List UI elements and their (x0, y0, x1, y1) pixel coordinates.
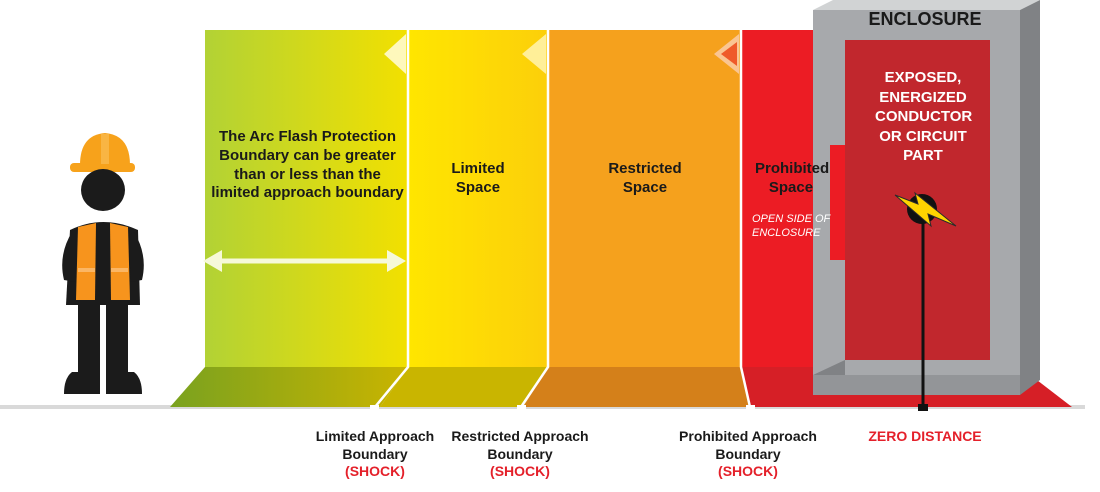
flag-prohibited-inner (721, 42, 737, 66)
boundary-name: Restricted Approach (451, 428, 589, 444)
boundary-word: Boundary (487, 445, 553, 462)
shock-label: (SHOCK) (490, 463, 550, 479)
shock-label: (SHOCK) (345, 463, 405, 479)
shock-label: (SHOCK) (718, 463, 778, 479)
flag-limited (384, 34, 406, 74)
conductor-symbol (894, 191, 957, 411)
floor-orange (523, 367, 750, 407)
prohibited-space-label: Prohibited Space (755, 160, 830, 196)
boundary-word: Boundary (715, 445, 781, 462)
conductor-label: EXPOSED, ENERGIZED CONDUCTOR OR CIRCUIT … (875, 69, 973, 164)
arc-flash-note: The Arc Flash Protection Boundary can be… (211, 128, 404, 202)
arc-flash-arrow (203, 250, 406, 272)
zone-arc-flash (205, 30, 408, 367)
restricted-approach-boundary-label: Restricted Approach Boundary (SHOCK) (445, 428, 595, 481)
restricted-boundary-line (519, 30, 550, 408)
enclosure-title: ENCLOSURE (868, 9, 982, 29)
flag-restricted (522, 34, 546, 74)
zone-limited (408, 30, 548, 367)
boundary-markers (370, 405, 755, 411)
limited-space-label: Limited Space (451, 160, 505, 196)
limited-approach-boundary-label: Limited Approach Boundary (SHOCK) (300, 428, 450, 481)
open-side (830, 145, 845, 260)
restricted-space-label: Restricted Space (608, 160, 682, 196)
floor-yellow (380, 367, 548, 407)
boundary-lines (374, 30, 752, 408)
zone-restricted (548, 30, 741, 367)
boundary-name: Prohibited Approach (679, 428, 817, 444)
prohibited-boundary-line (739, 30, 752, 408)
open-side-note: OPEN SIDE OF ENCLOSURE (752, 213, 831, 240)
zero-distance-label: ZERO DISTANCE (868, 428, 982, 444)
worker-icon (62, 133, 144, 394)
limited-boundary-line (374, 30, 410, 408)
boundary-name: Limited Approach (315, 428, 435, 444)
lightning-bolt-icon (894, 191, 957, 228)
boundary-word: Boundary (342, 445, 408, 462)
floor-green-yellow (170, 367, 408, 407)
prohibited-approach-boundary-label: Prohibited Approach Boundary (SHOCK) (673, 428, 823, 481)
